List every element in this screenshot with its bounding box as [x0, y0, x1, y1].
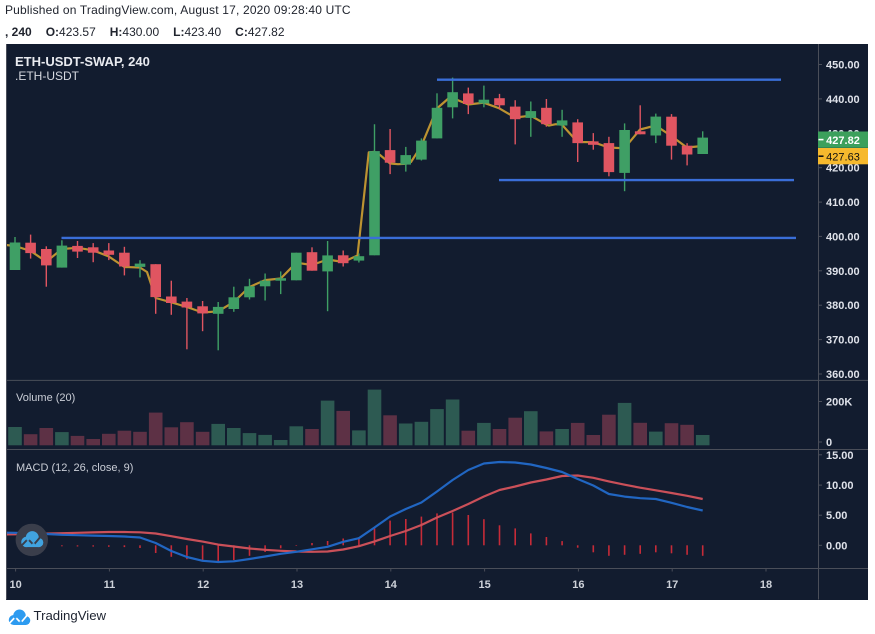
svg-text:15: 15 — [478, 579, 490, 591]
svg-text:12: 12 — [197, 579, 209, 591]
svg-text:14: 14 — [385, 579, 398, 591]
svg-text:0: 0 — [826, 437, 832, 449]
svg-text:400.00: 400.00 — [826, 231, 860, 243]
svg-text:370.00: 370.00 — [826, 335, 860, 347]
svg-text:10.00: 10.00 — [826, 480, 854, 492]
svg-text:Volume (20): Volume (20) — [16, 392, 75, 404]
svg-text:11: 11 — [104, 579, 116, 591]
svg-text:427.82: 427.82 — [826, 135, 860, 147]
svg-text:15.00: 15.00 — [826, 450, 854, 462]
svg-text:10: 10 — [9, 579, 21, 591]
svg-text:450.00: 450.00 — [826, 60, 860, 72]
svg-text:440.00: 440.00 — [826, 94, 860, 106]
svg-text:380.00: 380.00 — [826, 300, 860, 312]
svg-text:0.00: 0.00 — [826, 540, 847, 552]
svg-text:390.00: 390.00 — [826, 266, 860, 278]
svg-text:200K: 200K — [826, 397, 852, 409]
svg-text:427.63: 427.63 — [826, 151, 860, 163]
svg-text:420.00: 420.00 — [826, 163, 860, 175]
svg-text:17: 17 — [666, 579, 678, 591]
svg-text:.ETH-USDT: .ETH-USDT — [15, 69, 80, 83]
svg-text:ETH-USDT-SWAP, 240: ETH-USDT-SWAP, 240 — [15, 54, 150, 69]
svg-text:16: 16 — [572, 579, 584, 591]
svg-text:18: 18 — [760, 579, 772, 591]
svg-text:360.00: 360.00 — [826, 369, 860, 381]
svg-text:410.00: 410.00 — [826, 197, 860, 209]
svg-text:13: 13 — [291, 579, 303, 591]
svg-text:MACD (12, 26, close, 9): MACD (12, 26, close, 9) — [16, 462, 133, 474]
svg-text:5.00: 5.00 — [826, 510, 847, 522]
